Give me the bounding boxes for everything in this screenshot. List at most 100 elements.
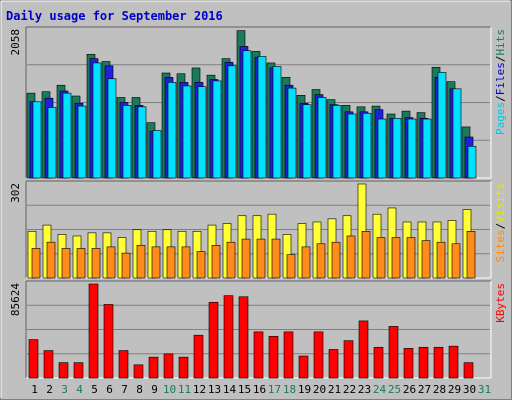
- bar-kbytes-day-2: [43, 350, 54, 379]
- bar-kbytes-day-8: [133, 364, 144, 379]
- x-tick-label: 30: [463, 383, 476, 396]
- bar-kbytes-day-28: [433, 346, 444, 379]
- bar-sites-day-7: [121, 252, 131, 279]
- bar-pages-day-16: [257, 56, 267, 179]
- bar-pages-day-15: [242, 50, 252, 179]
- x-tick-label: 14: [223, 383, 237, 396]
- bar-sites-day-25: [391, 237, 401, 279]
- bar-sites-day-16: [256, 238, 266, 279]
- legend-pages: Pages: [494, 102, 507, 135]
- x-tick-label: 7: [121, 383, 128, 396]
- x-tick-label: 5: [91, 383, 98, 396]
- bar-kbytes-day-9: [148, 356, 159, 379]
- bar-sites-day-29: [451, 243, 461, 279]
- bar-pages-day-12: [197, 86, 207, 179]
- bar-sites-day-26: [406, 237, 416, 279]
- bar-sites-day-2: [46, 241, 56, 279]
- x-tick-label: 25: [388, 383, 401, 396]
- bar-pages-day-27: [422, 118, 432, 179]
- bar-pages-day-26: [407, 118, 417, 179]
- bar-sites-day-14: [226, 241, 236, 279]
- x-tick-label: 6: [106, 383, 113, 396]
- bar-pages-day-14: [227, 65, 237, 179]
- bar-kbytes-day-12: [193, 334, 204, 379]
- bar-kbytes-day-21: [328, 349, 339, 379]
- bar-kbytes-day-15: [238, 296, 249, 379]
- bar-pages-day-3: [62, 92, 72, 179]
- bar-kbytes-day-4: [73, 362, 84, 379]
- bar-sites-day-18: [286, 254, 296, 279]
- scale-label: 2058: [9, 29, 22, 56]
- bar-sites-day-11: [181, 246, 191, 279]
- bar-sites-day-6: [106, 246, 116, 279]
- bar-pages-day-13: [212, 80, 222, 179]
- bar-sites-day-22: [346, 235, 356, 279]
- bar-sites-day-10: [166, 246, 176, 279]
- scale-label: 302: [9, 183, 22, 203]
- bar-kbytes-day-16: [253, 331, 264, 379]
- legend-kbytes: KBytes: [494, 283, 507, 323]
- x-tick-label: 23: [358, 383, 371, 396]
- bar-sites-day-9: [151, 246, 161, 279]
- x-tick-label: 31: [478, 383, 491, 396]
- bar-pages-day-20: [317, 97, 327, 179]
- bar-sites-day-17: [271, 238, 281, 279]
- bar-sites-day-27: [421, 240, 431, 279]
- bar-kbytes-day-22: [343, 340, 354, 379]
- bar-sites-day-3: [61, 248, 71, 279]
- bar-kbytes-day-10: [163, 353, 174, 379]
- bar-sites-day-13: [211, 245, 221, 279]
- bar-kbytes-day-30: [463, 362, 474, 379]
- bar-pages-day-23: [362, 112, 372, 179]
- x-tick-label: 3: [61, 383, 68, 396]
- bar-kbytes-day-29: [448, 345, 459, 379]
- x-tick-label: 21: [328, 383, 341, 396]
- bar-pages-day-25: [392, 118, 402, 179]
- bar-pages-day-9: [152, 130, 162, 179]
- panel-kbytes: 85624 KBytes: [9, 280, 507, 379]
- x-tick-label: 20: [313, 383, 326, 396]
- bar-kbytes-day-5: [88, 283, 99, 379]
- bar-pages-day-4: [77, 105, 87, 179]
- x-tick-label: 27: [418, 383, 431, 396]
- bar-kbytes-day-13: [208, 301, 219, 379]
- bar-sites-day-23: [361, 231, 371, 279]
- x-tick-label: 29: [448, 383, 461, 396]
- legend-slash: /: [494, 95, 507, 102]
- bar-pages-day-30: [467, 146, 477, 179]
- bar-kbytes-day-20: [313, 331, 324, 379]
- legend-files: Files: [494, 62, 507, 95]
- bar-sites-day-28: [436, 241, 446, 279]
- bar-kbytes-day-1: [28, 339, 39, 379]
- bar-kbytes-day-3: [58, 362, 69, 379]
- bar-sites-day-12: [196, 251, 206, 279]
- bar-pages-day-24: [377, 118, 387, 179]
- legend-labels: Pages/Files/Hits: [494, 29, 507, 135]
- chart-title: Daily usage for September 2016: [6, 9, 223, 23]
- bar-kbytes-day-26: [403, 348, 414, 379]
- bar-sites-day-15: [241, 238, 251, 279]
- bar-sites-day-24: [376, 237, 386, 279]
- x-tick-label: 11: [178, 383, 191, 396]
- bar-kbytes-day-24: [373, 346, 384, 379]
- bar-sites-day-20: [316, 243, 326, 279]
- panel-visits-sites: 302 Sites/Visits: [9, 180, 507, 279]
- legend-hits: Hits: [494, 29, 507, 56]
- bar-pages-day-18: [287, 87, 297, 179]
- x-tick-label: 22: [343, 383, 356, 396]
- legend-labels: KBytes: [494, 283, 507, 323]
- legend-visits: Visits: [494, 183, 507, 223]
- bar-pages-day-21: [332, 105, 342, 179]
- bar-sites-day-19: [301, 246, 311, 279]
- bar-pages-day-19: [302, 104, 312, 179]
- x-tick-label: 17: [268, 383, 281, 396]
- x-tick-label: 2: [46, 383, 53, 396]
- bar-pages-day-2: [47, 107, 57, 179]
- bar-pages-day-28: [437, 71, 447, 179]
- bar-kbytes-day-27: [418, 346, 429, 379]
- x-tick-label: 24: [373, 383, 387, 396]
- x-tick-label: 18: [283, 383, 296, 396]
- scale-label: 85624: [9, 283, 22, 316]
- bar-sites-day-5: [91, 248, 101, 279]
